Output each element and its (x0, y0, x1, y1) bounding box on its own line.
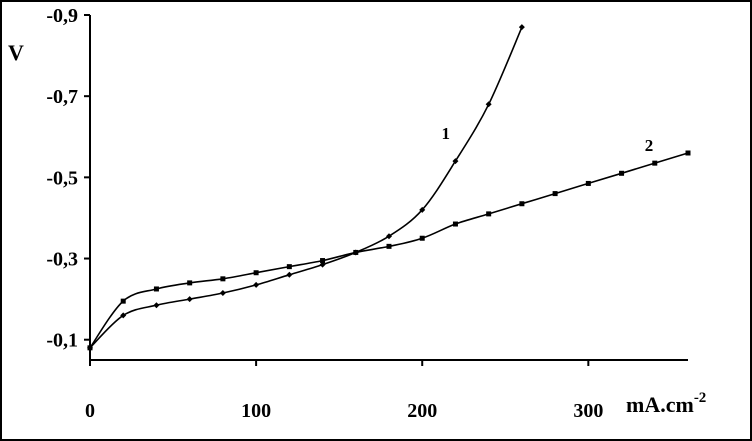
y-tick-label: -0,1 (46, 330, 78, 352)
series-2-point (220, 276, 226, 282)
series-2-point (452, 221, 458, 227)
y-tick-label: -0,9 (46, 5, 78, 27)
series-1-point (386, 233, 392, 240)
series-2-point (685, 150, 691, 156)
series-2-point (87, 345, 93, 351)
series-2-point (286, 264, 292, 270)
series-2-point (486, 211, 492, 217)
series-2-point (619, 170, 625, 176)
x-tick-label: 300 (573, 400, 603, 422)
series-1-point (485, 101, 492, 108)
y-tick-label: -0,5 (46, 167, 78, 189)
x-axis-label: mA.cm-2 (626, 390, 706, 417)
series-1-point (253, 281, 260, 288)
series-1-point (518, 24, 525, 31)
series-2-point (353, 249, 359, 255)
series-2-line (89, 152, 689, 349)
series-2-point (187, 280, 193, 286)
series-1: 1 (87, 24, 525, 351)
y-tick-label: -0,3 (46, 249, 78, 271)
series-1-point (419, 206, 426, 213)
series-2: 2 (87, 136, 691, 351)
series-1-point (319, 261, 326, 268)
y-axis-label: V (8, 40, 24, 65)
series-layer: 12 (87, 24, 691, 351)
series-1-point (120, 312, 127, 319)
series-1-point (452, 158, 459, 165)
series-1-point (286, 271, 293, 278)
x-axis-label-exponent: -2 (694, 390, 707, 406)
series-2-point (153, 286, 159, 292)
series-2-point (419, 235, 425, 241)
series-1-point (153, 302, 160, 309)
series-2-label: 2 (645, 136, 654, 155)
series-2-point (652, 160, 658, 166)
series-2-point (320, 258, 326, 264)
labels: V mA.cm-2 (8, 40, 706, 417)
series-2-point (253, 270, 259, 276)
x-tick-label: 100 (241, 400, 271, 422)
series-2-point (386, 243, 392, 249)
series-2-point (519, 201, 525, 207)
series-1-line (89, 26, 523, 349)
x-tick-label: 0 (85, 400, 95, 422)
axes: -0,1 -0,3 -0,5 -0,7 -0,9 0 100 200 300 (46, 5, 688, 422)
series-2-point (552, 191, 558, 197)
series-1-label: 1 (441, 124, 450, 143)
series-1-point (186, 296, 193, 303)
y-tick-label: -0,7 (46, 86, 78, 108)
series-1-point (219, 290, 226, 297)
series-2-point (585, 180, 591, 186)
series-2-point (120, 298, 126, 304)
x-tick-label: 200 (407, 400, 437, 422)
x-axis-label-base: mA.cm (626, 392, 694, 417)
